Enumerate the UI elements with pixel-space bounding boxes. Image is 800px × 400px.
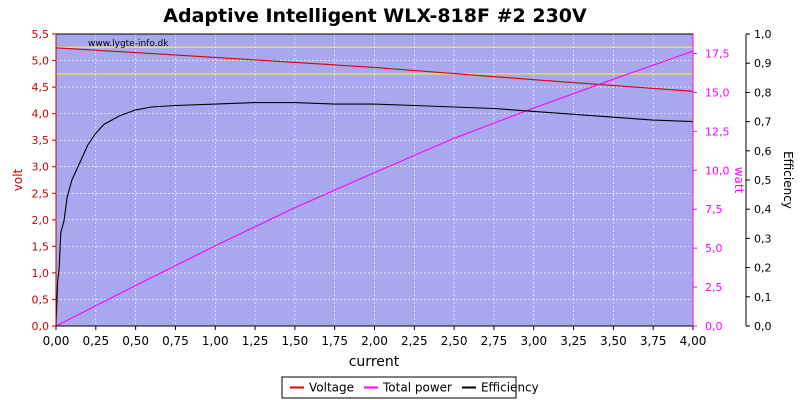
left-tick-label: 5,5 [32,28,50,41]
legend-label-total-power: Total power [382,381,452,395]
far-right-tick-label: 0,9 [754,57,772,70]
left-tick-label: 5,0 [32,55,50,68]
left-tick-label: 1,5 [32,240,50,253]
x-tick-label: 2,00 [361,334,388,348]
watermark-text: www.lygte-info.dk [88,39,169,49]
x-tick-label: 4,00 [680,334,707,348]
right-tick-label: 10,0 [705,164,730,177]
x-tick-label: 0,00 [43,334,70,348]
x-tick-label: 3,25 [560,334,587,348]
far-right-tick-label: 0,7 [754,116,772,129]
far-right-tick-label: 0,0 [754,320,772,333]
chart-title: Adaptive Intelligent WLX-818F #2 230V [163,5,587,27]
right-axis-label: watt [732,167,746,194]
x-tick-label: 2,75 [481,334,508,348]
legend-box [281,376,517,399]
series-line-total-power [55,50,694,327]
x-tick-label: 1,75 [321,334,348,348]
legend: Voltage Total power Efficiency [281,376,539,399]
left-axis-label: volt [11,168,25,191]
far-right-axis-label: Efficiency [781,151,795,209]
x-tick-label: 3,50 [600,334,627,348]
left-tick-label: 3,0 [32,161,50,174]
legend-label-voltage: Voltage [309,381,354,395]
right-tick-label: 5,0 [705,242,723,255]
x-tick-label: 1,25 [242,334,269,348]
x-tick-label: 3,75 [640,334,667,348]
x-axis-label: current [349,354,400,370]
right-tick-label: 15,0 [705,86,730,99]
series-line-efficiency [55,102,694,327]
plot-area [55,33,694,327]
x-tick-label: 0,25 [82,334,109,348]
left-tick-label: 2,5 [32,187,50,200]
left-tick-label: 0,0 [32,320,50,333]
left-tick-label: 4,5 [32,81,50,94]
left-tick-label: 4,0 [32,108,50,121]
x-tick-label: 2,50 [441,334,468,348]
x-tick-label: 1,50 [282,334,309,348]
series-line-voltage [55,47,694,92]
far-right-tick-label: 0,8 [754,86,772,99]
right-tick-label: 0,0 [705,320,723,333]
x-tick-label: 0,50 [122,334,149,348]
right-tick-label: 7,5 [705,203,723,216]
right-tick-label: 17,5 [705,47,730,60]
far-right-tick-label: 0,3 [754,232,772,245]
x-tick-label: 3,00 [520,334,547,348]
far-right-tick-label: 0,6 [754,145,772,158]
far-right-tick-label: 0,2 [754,262,772,275]
left-tick-label: 2,0 [32,214,50,227]
legend-label-efficiency: Efficiency [481,381,539,395]
x-tick-label: 1,00 [202,334,229,348]
far-right-tick-label: 0,1 [754,291,772,304]
axes: 0,00 0,25 0,50 0,75 1,00 1,25 1,50 1,75 2,00 2,25… [11,28,795,348]
x-tick-label: 0,75 [162,334,189,348]
far-right-tick-label: 1,0 [754,28,772,41]
x-tick-label: 2,25 [401,334,428,348]
left-tick-label: 1,0 [32,267,50,280]
far-right-tick-label: 0,5 [754,174,772,187]
right-tick-label: 2,5 [705,281,723,294]
right-tick-label: 12,5 [705,125,730,138]
left-tick-label: 3,5 [32,134,50,147]
left-tick-label: 0,5 [32,293,50,306]
far-right-tick-label: 0,4 [754,203,772,216]
